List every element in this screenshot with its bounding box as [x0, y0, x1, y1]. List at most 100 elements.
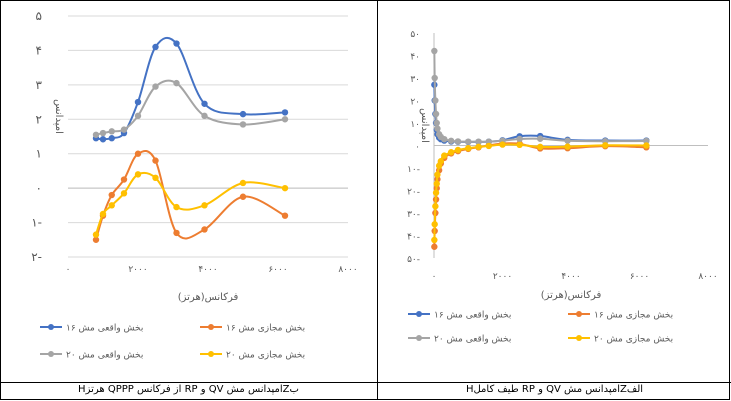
data-point	[564, 143, 571, 150]
legend-label-2: بخش مجازی مش ۱۶	[594, 311, 673, 321]
data-point	[201, 202, 208, 209]
data-point	[465, 138, 472, 145]
y-tick-label: ۳۰-	[407, 210, 420, 220]
legend-label-3: بخش واقعی مش ۲۰	[66, 351, 143, 361]
data-point	[134, 150, 142, 157]
data-point	[454, 146, 462, 154]
data-point	[454, 138, 462, 145]
data-point	[643, 137, 650, 145]
legend-marker-1	[416, 311, 422, 317]
data-point	[152, 174, 159, 182]
data-point	[431, 74, 438, 82]
data-point	[201, 100, 208, 107]
caption-left: ب‌Zامپدانس مش QV و RP از فرکانس QPPP هرت…	[78, 384, 299, 395]
x-tick-label: ۰	[432, 272, 437, 282]
caption-right: الف‌Zامپدانس مش QV و RP طیف کاملH	[465, 384, 644, 395]
x-tick-label: ۸۰۰۰	[698, 272, 717, 282]
data-point	[441, 136, 448, 143]
data-point	[602, 142, 609, 149]
y-tick-label: ۲۰-	[407, 188, 420, 198]
x-tick-label: ۲۰۰۰	[493, 272, 512, 282]
data-point	[173, 229, 180, 237]
data-point	[108, 128, 115, 135]
legend-label-1: بخش واقعی مش ۱۶	[66, 324, 143, 334]
y-tick-label: ۴۰	[410, 53, 420, 63]
legend-marker-4	[208, 351, 214, 357]
data-point	[120, 176, 128, 183]
y-tick-label: ۲۰	[410, 98, 420, 108]
x-axis-title: فرکانس(هرتز)	[178, 292, 239, 303]
data-point	[173, 203, 180, 211]
data-point	[564, 137, 571, 144]
chart-right: ۵۰ ۴۰ ۳۰ ۲۰ ۱۰ ۰ ۱۰- ۲۰- ۳۰- ۴۰- ۵۰- ۰ ۲۰۰۰ ۴۰۰۰ ۶۰۰۰ ۸…	[407, 30, 718, 345]
data-point	[441, 152, 448, 159]
data-point	[239, 193, 247, 200]
y-tick-label: ۵	[36, 9, 42, 23]
data-point	[431, 47, 438, 55]
y-tick-label: ۱	[36, 147, 42, 161]
data-point	[643, 142, 650, 149]
panel-divider	[377, 0, 378, 400]
data-point	[108, 191, 115, 199]
data-point	[432, 189, 440, 196]
y-tick-label: ۲	[36, 112, 42, 126]
y-tick-label: ۲-	[31, 250, 42, 264]
data-point	[201, 226, 208, 233]
legend-marker-2	[208, 324, 214, 330]
data-point	[99, 129, 107, 137]
data-point	[134, 112, 142, 120]
x-tick-label: ۴۰۰۰	[198, 265, 217, 275]
data-point	[536, 135, 544, 142]
series-line-3	[95, 79, 286, 136]
data-point	[431, 243, 438, 250]
data-point	[92, 236, 100, 243]
data-point	[433, 180, 440, 187]
series-line-4	[95, 171, 286, 235]
data-point	[108, 135, 115, 142]
data-point	[281, 109, 289, 116]
data-point	[431, 236, 438, 244]
y-tick-label: ۱-	[31, 216, 42, 230]
legend-label-3: بخش واقعی مش ۲۰	[434, 335, 511, 345]
legend-label-4: بخش مجازی مش ۲۰	[226, 351, 305, 361]
data-point	[432, 203, 439, 210]
data-point	[99, 136, 107, 143]
x-axis-title: فرکانس(هرتز)	[541, 290, 602, 301]
data-point	[431, 221, 438, 228]
y-tick-label: ۳	[36, 78, 43, 92]
caption-divider	[0, 382, 731, 383]
data-point	[485, 142, 492, 150]
data-point	[239, 121, 247, 128]
y-tick-label: ۰	[36, 181, 42, 195]
y-tick-label: ۵۰-	[407, 255, 420, 265]
data-point	[201, 112, 208, 120]
data-point	[108, 202, 115, 209]
data-point	[475, 138, 482, 145]
data-point	[432, 97, 439, 104]
legend-label-1: بخش واقعی مش ۱۶	[434, 311, 511, 321]
legend-marker-3	[416, 335, 422, 341]
series-line-4	[433, 143, 647, 241]
y-tick-label: ۴	[36, 43, 42, 57]
y-axis-title: امپدانس	[419, 108, 430, 143]
data-point	[432, 110, 440, 118]
y-tick-label: ۳۰	[410, 75, 420, 85]
data-point	[499, 141, 506, 148]
data-point	[475, 143, 482, 151]
y-tick-label: ۴۰-	[407, 233, 420, 243]
y-tick-label: ۱۰-	[407, 165, 420, 175]
data-point	[465, 145, 472, 152]
data-point	[152, 43, 159, 51]
data-point	[516, 135, 523, 143]
legend-marker-3	[48, 351, 54, 357]
chart-left: ۵ ۴ ۳ ۲ ۱ ۰ ۱- ۲- ۰ ۲۰۰۰ ۴۰۰۰ ۶۰۰۰ ۸۰۰۰ فرکانس(هرتز) ا…	[31, 9, 357, 361]
y-axis-title: امپدانس	[53, 99, 64, 134]
data-point	[281, 212, 289, 219]
data-point	[99, 210, 107, 218]
y-tick-label: ۵۰	[410, 30, 420, 40]
data-point	[281, 184, 289, 192]
data-point	[434, 125, 441, 132]
x-tick-label: ۰	[66, 265, 71, 275]
data-point	[447, 149, 455, 156]
